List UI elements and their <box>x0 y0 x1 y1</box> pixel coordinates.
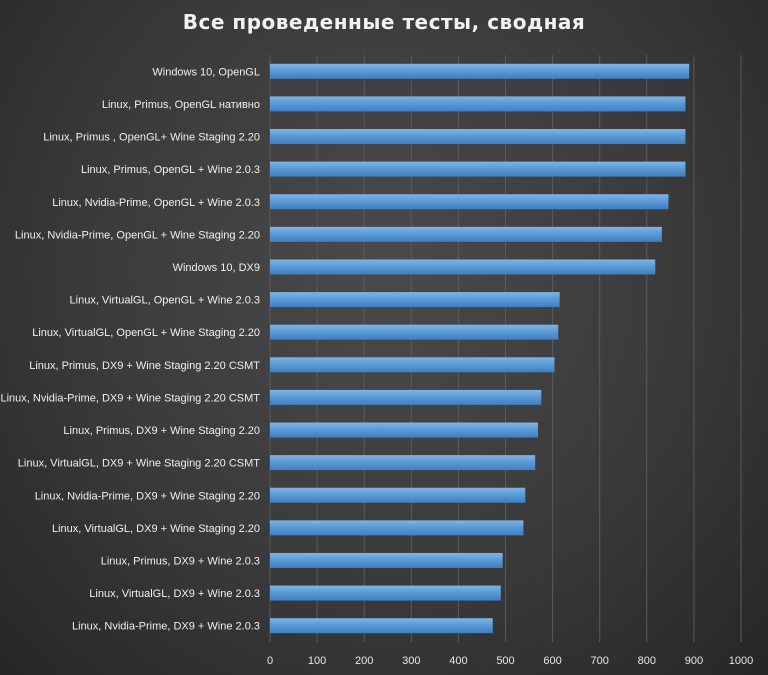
bar <box>270 63 690 79</box>
category-label: Linux, Primus, OpenGL нативно <box>102 99 260 111</box>
bar <box>270 324 559 340</box>
x-tick-label: 100 <box>308 655 326 667</box>
x-tick-label: 800 <box>638 655 656 667</box>
category-label: Linux, Nvidia-Prime, OpenGL + Wine Stagi… <box>15 229 260 241</box>
category-label: Linux, VirtualGL, DX9 + Wine Staging 2.2… <box>18 458 261 470</box>
category-label: Linux, VirtualGL, DX9 + Wine 2.0.3 <box>89 588 260 600</box>
bar <box>270 292 560 308</box>
bar <box>270 129 686 145</box>
bar <box>270 389 542 405</box>
category-label: Linux, Primus, OpenGL + Wine 2.0.3 <box>81 164 260 176</box>
bar <box>270 259 656 275</box>
x-axis-tick-labels: 0 100 200 300 400 500 600 700 800 900 1000 <box>267 655 753 667</box>
category-label: Windows 10, OpenGL <box>152 66 260 78</box>
category-label: Linux, Primus, DX9 + Wine Staging 2.20 <box>63 425 260 437</box>
bar <box>270 96 686 112</box>
category-labels: Windows 10, OpenGL Linux, Primus, OpenGL … <box>0 66 260 632</box>
category-label: Linux, Nvidia-Prime, DX9 + Wine Staging … <box>0 392 260 404</box>
category-label: Linux, Primus , OpenGL+ Wine Staging 2.2… <box>43 132 260 144</box>
x-tick-label: 500 <box>496 655 514 667</box>
bar <box>270 422 538 438</box>
x-tick-label: 700 <box>591 655 609 667</box>
x-tick-label: 400 <box>449 655 467 667</box>
category-label: Linux, Nvidia-Prime, DX9 + Wine Staging … <box>35 490 260 502</box>
bar <box>270 520 524 536</box>
x-tick-label: 0 <box>267 655 273 667</box>
category-label: Windows 10, DX9 <box>173 262 260 274</box>
x-tick-label: 300 <box>402 655 420 667</box>
category-label: Linux, VirtualGL, OpenGL + Wine 2.0.3 <box>70 295 260 307</box>
bar <box>270 226 662 242</box>
bar <box>270 161 686 177</box>
x-tick-label: 600 <box>543 655 561 667</box>
gridlines <box>269 55 742 642</box>
x-tick-label: 200 <box>355 655 373 667</box>
category-label: Linux, VirtualGL, DX9 + Wine Staging 2.2… <box>52 523 260 535</box>
x-tick-label: 1000 <box>729 655 753 667</box>
category-label: Linux, Primus, DX9 + Wine 2.0.3 <box>101 555 260 567</box>
bar <box>270 585 501 601</box>
bar <box>270 552 503 568</box>
bars <box>270 63 690 634</box>
x-tick-label: 900 <box>685 655 703 667</box>
category-label: Linux, Nvidia-Prime, OpenGL + Wine 2.0.3 <box>52 197 260 209</box>
category-label: Linux, Nvidia-Prime, DX9 + Wine 2.0.3 <box>72 621 260 633</box>
bar <box>270 618 493 634</box>
bar <box>270 194 669 210</box>
chart-title: Все проведенные тесты, сводная <box>182 10 586 34</box>
bar <box>270 487 526 503</box>
bar <box>270 455 536 471</box>
category-label: Linux, Primus, DX9 + Wine Staging 2.20 C… <box>29 360 260 372</box>
bar <box>270 357 555 373</box>
category-label: Linux, VirtualGL, OpenGL + Wine Staging … <box>32 327 260 339</box>
